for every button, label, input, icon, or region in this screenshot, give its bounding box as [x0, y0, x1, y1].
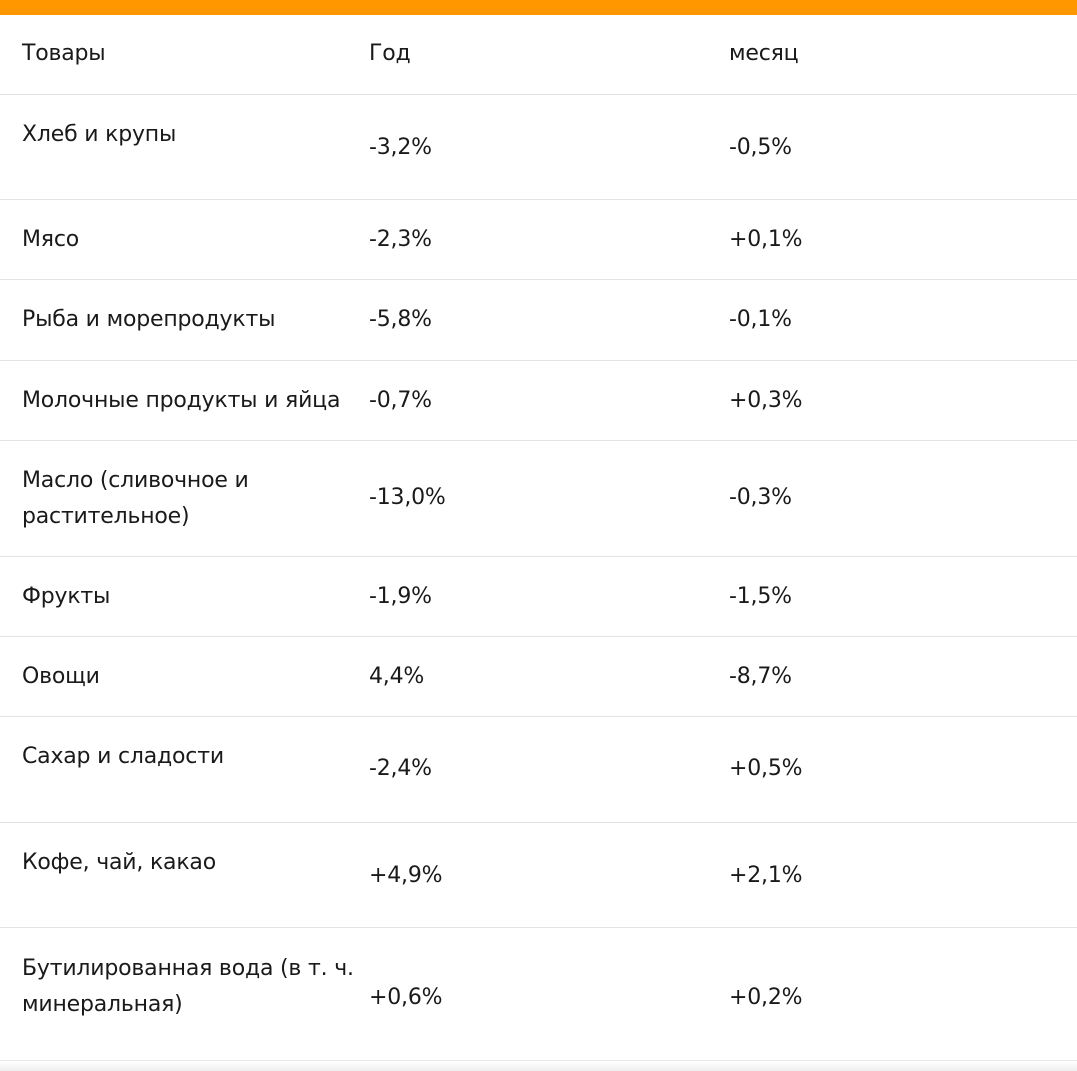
table-bottom-edge: [0, 1060, 1077, 1071]
table-row: Молочные продукты и яйца -0,7% +0,3%: [0, 361, 1077, 441]
year-change: -3,2%: [369, 135, 432, 160]
column-header-month: месяц: [729, 41, 799, 66]
month-change: +0,5%: [729, 756, 803, 781]
table-row: Бутилированная вода (в т. ч. минеральная…: [0, 928, 1077, 1060]
year-change: -5,8%: [369, 307, 432, 332]
product-name: Молочные продукты и яйца: [22, 388, 341, 413]
month-change: +0,1%: [729, 227, 803, 252]
year-change: 4,4%: [369, 664, 425, 689]
month-change: -1,5%: [729, 584, 792, 609]
table-header-row: Товары Год месяц: [0, 15, 1077, 95]
table-row: Овощи 4,4% -8,7%: [0, 637, 1077, 717]
price-change-table: Товары Год месяц Хлеб и крупы -3,2% -0,5…: [0, 15, 1077, 1060]
product-name: Мясо: [22, 227, 79, 252]
month-change: +0,3%: [729, 388, 803, 413]
column-header-products: Товары: [22, 41, 106, 66]
year-change: -1,9%: [369, 584, 432, 609]
table-row: Мясо -2,3% +0,1%: [0, 200, 1077, 280]
table-row: Сахар и сладости -2,4% +0,5%: [0, 717, 1077, 823]
year-change: +4,9%: [369, 863, 443, 888]
table-row: Масло (сливочное и растительное) -13,0% …: [0, 441, 1077, 557]
product-name: Хлеб и крупы: [22, 122, 177, 147]
product-name: Фрукты: [22, 584, 111, 609]
table-row: Рыба и морепродукты -5,8% -0,1%: [0, 280, 1077, 361]
product-name: Масло (сливочное и растительное): [22, 468, 249, 529]
table-row: Хлеб и крупы -3,2% -0,5%: [0, 95, 1077, 200]
product-name: Овощи: [22, 664, 100, 689]
year-change: +0,6%: [369, 985, 443, 1010]
year-change: -2,3%: [369, 227, 432, 252]
product-name: Кофе, чай, какао: [22, 850, 216, 875]
month-change: +2,1%: [729, 863, 803, 888]
product-name: Бутилированная вода (в т. ч. минеральная…: [22, 956, 354, 1017]
year-change: -0,7%: [369, 388, 432, 413]
product-name: Сахар и сладости: [22, 744, 224, 769]
month-change: -0,5%: [729, 135, 792, 160]
year-change: -13,0%: [369, 485, 446, 510]
month-change: +0,2%: [729, 985, 803, 1010]
month-change: -0,1%: [729, 307, 792, 332]
product-name: Рыба и морепродукты: [22, 307, 276, 332]
table-row: Кофе, чай, какао +4,9% +2,1%: [0, 823, 1077, 928]
accent-top-bar: [0, 0, 1077, 15]
month-change: -0,3%: [729, 485, 792, 510]
column-header-year: Год: [369, 41, 411, 66]
month-change: -8,7%: [729, 664, 792, 689]
table-row: Фрукты -1,9% -1,5%: [0, 557, 1077, 637]
year-change: -2,4%: [369, 756, 432, 781]
